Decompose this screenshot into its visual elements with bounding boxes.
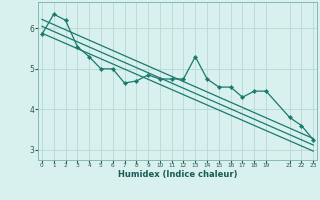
X-axis label: Humidex (Indice chaleur): Humidex (Indice chaleur) <box>118 170 237 179</box>
